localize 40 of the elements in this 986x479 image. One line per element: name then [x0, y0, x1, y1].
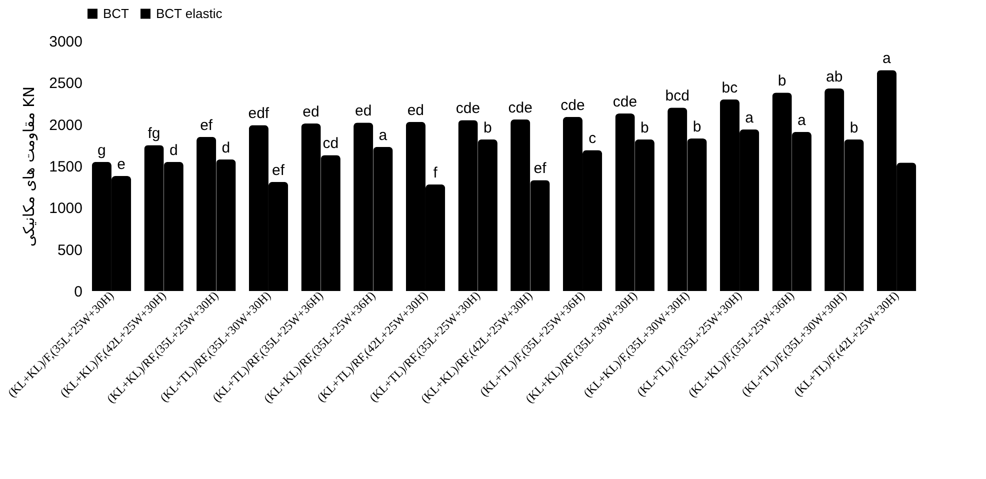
- data-label: edf: [248, 105, 270, 122]
- data-label: b: [778, 72, 786, 90]
- y-tick-label: 1500: [49, 158, 82, 176]
- data-label: cd: [322, 135, 339, 152]
- data-label: bcd: [665, 88, 690, 105]
- data-label: b: [483, 119, 492, 136]
- y-axis-title: مقاومت های مکانیکی KN: [20, 86, 38, 247]
- data-label: e: [117, 156, 126, 173]
- data-label: ef: [272, 162, 286, 179]
- data-label: a: [882, 50, 892, 68]
- data-label: g: [97, 142, 106, 159]
- data-label: ef: [200, 116, 214, 134]
- y-tick-label: 2500: [49, 75, 82, 92]
- data-label: fg: [148, 125, 160, 142]
- data-label: a: [797, 112, 806, 129]
- data-label: ab: [826, 68, 843, 86]
- data-label: a: [745, 109, 754, 126]
- data-label: b: [692, 118, 702, 136]
- data-label: a: [378, 126, 388, 144]
- data-label: ed: [407, 102, 424, 119]
- legend-label: BCT elastic: [156, 6, 223, 21]
- data-label: c: [588, 130, 597, 148]
- data-label: bc: [722, 79, 738, 96]
- data-label: cde: [456, 100, 480, 118]
- data-label: d: [222, 139, 230, 156]
- data-label: ed: [355, 102, 372, 120]
- y-tick-label: 1000: [49, 200, 82, 218]
- data-label: b: [640, 119, 649, 136]
- data-label: f: [433, 164, 438, 182]
- data-label: ed: [302, 104, 320, 120]
- y-tick-label: 500: [57, 242, 82, 259]
- data-label: cde: [612, 94, 638, 110]
- y-tick-label: 2000: [49, 116, 82, 134]
- data-label: ef: [534, 160, 548, 178]
- legend-label: BCT: [103, 6, 130, 21]
- y-tick-label: 3000: [49, 34, 82, 50]
- data-label: cde: [560, 96, 585, 114]
- data-label: b: [850, 119, 858, 136]
- data-label: cde: [508, 99, 532, 116]
- data-label: d: [169, 142, 178, 159]
